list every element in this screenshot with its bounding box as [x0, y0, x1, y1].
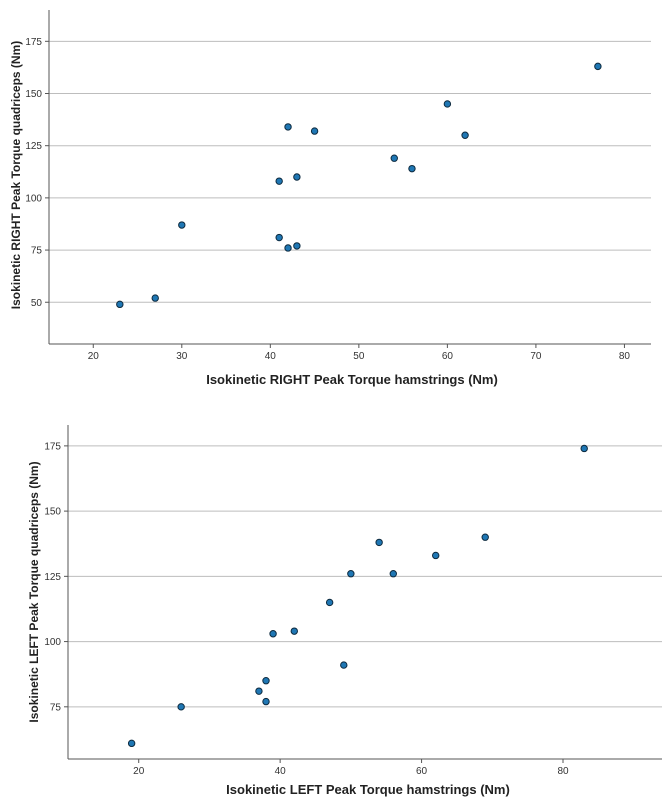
y-tick-label: 75	[31, 246, 43, 257]
data-point	[284, 244, 292, 252]
y-tick-label: 50	[31, 298, 43, 309]
data-point	[443, 100, 452, 108]
x-tick-label: 40	[275, 766, 287, 777]
data-point	[262, 697, 270, 706]
data-point	[580, 444, 588, 453]
x-tick-label: 60	[442, 351, 454, 362]
data-point	[340, 661, 348, 669]
data-point	[255, 687, 263, 695]
data-point	[481, 533, 489, 541]
data-point	[375, 538, 383, 547]
data-point	[127, 739, 136, 748]
y-tick-label: 150	[25, 89, 42, 100]
data-point	[594, 62, 602, 71]
data-point	[432, 551, 440, 560]
left-torque-scatter-chart: Isokinetic LEFT Peak Torque hamstrings (…	[27, 425, 662, 797]
y-axis-label: Isokinetic LEFT Peak Torque quadriceps (…	[27, 461, 41, 722]
x-tick-label: 20	[133, 766, 145, 777]
data-point	[461, 131, 469, 139]
y-tick-label: 175	[44, 441, 61, 452]
right-torque-scatter-chart: Isokinetic RIGHT Peak Torque hamstrings …	[9, 10, 651, 387]
x-tick-label: 50	[353, 351, 365, 362]
data-point	[389, 570, 397, 578]
data-point	[293, 173, 301, 181]
y-axis-label: Isokinetic RIGHT Peak Torque quadriceps …	[9, 41, 23, 310]
x-tick-label: 60	[416, 766, 428, 777]
data-point	[290, 627, 298, 635]
data-point	[390, 154, 398, 162]
data-point	[151, 294, 159, 302]
x-tick-label: 30	[176, 351, 188, 362]
data-point	[347, 570, 355, 578]
data-point	[310, 127, 319, 135]
data-point	[262, 677, 270, 685]
x-tick-label: 40	[265, 351, 277, 362]
data-point	[408, 164, 416, 173]
x-tick-label: 20	[88, 351, 100, 362]
data-point	[293, 242, 301, 250]
data-point	[116, 300, 124, 309]
data-point	[269, 630, 277, 638]
data-point	[275, 233, 283, 242]
data-point	[177, 703, 185, 711]
x-tick-label: 80	[619, 351, 631, 362]
y-tick-label: 125	[25, 141, 42, 152]
x-axis-label: Isokinetic RIGHT Peak Torque hamstrings …	[206, 372, 498, 387]
x-axis-label: Isokinetic LEFT Peak Torque hamstrings (…	[226, 782, 510, 797]
y-tick-label: 125	[44, 572, 61, 583]
x-tick-label: 70	[530, 351, 542, 362]
data-point	[275, 177, 283, 185]
y-tick-label: 100	[44, 637, 61, 648]
data-point	[178, 221, 186, 229]
y-tick-label: 75	[50, 702, 62, 713]
y-tick-label: 150	[44, 507, 61, 518]
data-point	[284, 123, 292, 131]
data-point	[325, 598, 334, 607]
x-tick-label: 80	[557, 766, 569, 777]
y-tick-label: 175	[25, 37, 42, 48]
y-tick-label: 100	[25, 193, 42, 204]
